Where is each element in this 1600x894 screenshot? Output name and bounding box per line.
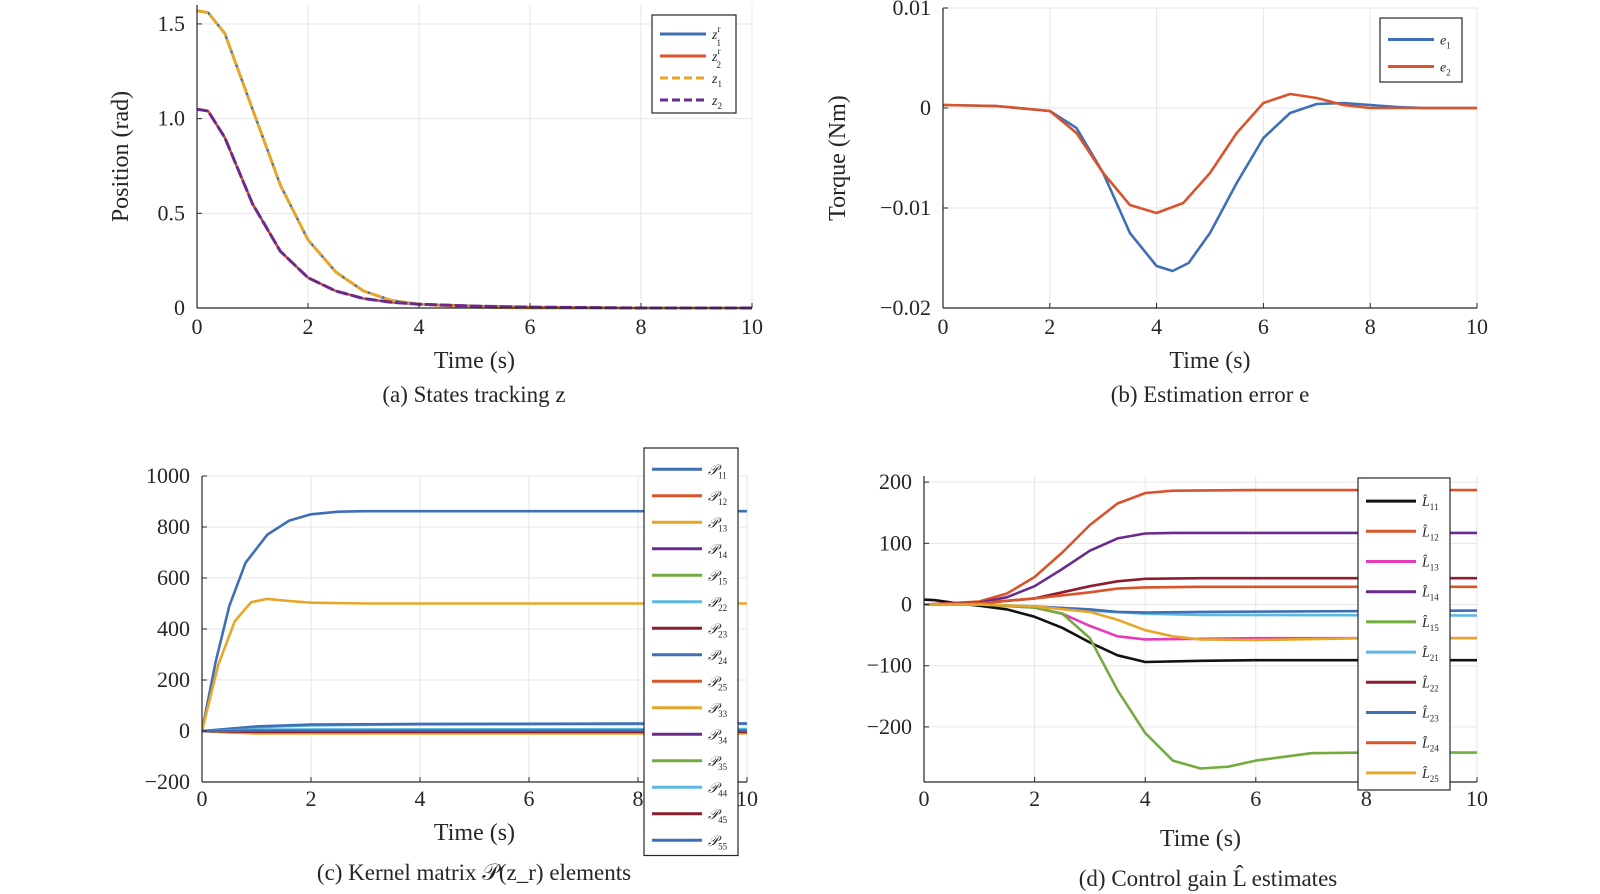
- x-tick-label: 10: [1466, 786, 1488, 811]
- y-tick-label: 0: [174, 295, 185, 320]
- legend-label: L̂22: [1421, 675, 1439, 693]
- x-tick-label: 10: [736, 786, 758, 811]
- y-axis-label: Torque (Nm): [825, 95, 851, 221]
- legend: 𝒫11𝒫12𝒫13𝒫14𝒫15𝒫22𝒫23𝒫24𝒫25𝒫33𝒫34𝒫35𝒫44𝒫…: [643, 447, 739, 857]
- y-tick-label: 1.5: [158, 11, 186, 36]
- legend-label: L̂12: [1421, 524, 1439, 542]
- y-tick-label: 0: [901, 592, 912, 617]
- x-tick-label: 0: [919, 786, 930, 811]
- legend-label: L̂15: [1421, 615, 1439, 633]
- y-tick-label: −200: [867, 714, 912, 739]
- legend-label: L̂25: [1421, 766, 1439, 784]
- y-tick-label: 0.01: [893, 0, 932, 20]
- chart-a: 0 2 4 6 8 10 0 0.5 1.0 1.5 Time (s) Position (rad) (…: [108, 5, 763, 407]
- x-tick-label: 2: [303, 314, 314, 339]
- series-group: [202, 509, 747, 735]
- y-tick-label: −0.02: [880, 295, 931, 320]
- y-axis-label: Position (rad): [108, 91, 134, 222]
- chart-caption: (a) States tracking z: [382, 382, 565, 407]
- series-line-c-3: [202, 597, 747, 733]
- series-group: [924, 488, 1477, 770]
- x-tick-label: 0: [192, 314, 203, 339]
- series-line-d-2: [924, 488, 1477, 606]
- series-line-d-4: [924, 531, 1477, 606]
- x-tick-label: 4: [1140, 786, 1151, 811]
- x-tick-label: 4: [1151, 314, 1162, 339]
- legend-label: L̂14: [1421, 584, 1439, 602]
- legend: L̂11 L̂12 L̂13 L̂14 L̂15 L̂21 L̂22 L̂23 L̂24 L̂25: [1357, 477, 1451, 791]
- series-line-d-9: [924, 585, 1477, 606]
- legend-label: zr 2: [711, 46, 721, 70]
- legend-label: e1: [1440, 34, 1451, 51]
- x-axis-label: Time (s): [1160, 826, 1241, 852]
- series-line-d-5: [924, 603, 1477, 770]
- legend-label: L̂11: [1421, 494, 1438, 512]
- legend-box: [1379, 17, 1463, 83]
- x-tick-label: 8: [633, 786, 644, 811]
- y-tick-label: 200: [879, 469, 912, 494]
- x-tick-label: 4: [415, 786, 426, 811]
- legend-label: L̂24: [1421, 735, 1439, 753]
- x-tick-label: 0: [938, 314, 949, 339]
- series-line-c-15: [202, 729, 747, 733]
- series-line-c-8: [202, 722, 747, 733]
- chart-caption: (d) Control gain L̂ estimates: [1079, 864, 1338, 891]
- legend: e1 e2: [1379, 17, 1463, 83]
- y-tick-label: −100: [867, 653, 912, 678]
- series-line-d-10: [924, 603, 1477, 642]
- legend-label: L̂21: [1421, 645, 1439, 663]
- y-tick-label: −0.01: [880, 195, 931, 220]
- legend: zr 1zr 2 z1 z2: [651, 14, 737, 114]
- x-tick-label: 6: [524, 786, 535, 811]
- x-tick-label: 0: [197, 786, 208, 811]
- x-axis-label: Time (s): [1169, 348, 1250, 374]
- x-tick-label: 2: [306, 786, 317, 811]
- x-tick-label: 6: [1250, 786, 1261, 811]
- series-line-a-4: [197, 107, 752, 310]
- series-line-b-2: [943, 92, 1477, 215]
- legend-label: L̂13: [1421, 554, 1439, 572]
- x-tick-label: 10: [741, 314, 763, 339]
- series-line-c-1: [202, 509, 747, 733]
- x-tick-label: 8: [636, 314, 647, 339]
- y-tick-label: 0: [920, 95, 931, 120]
- legend-label: z2: [711, 94, 722, 111]
- x-axis-label: Time (s): [434, 348, 515, 374]
- x-tick-label: 6: [525, 314, 536, 339]
- y-tick-label: 200: [157, 667, 190, 692]
- chart-d: 0 2 4 6 8 10 −200 −100 0 100 200 Time (s) (d) Contro…: [867, 469, 1488, 891]
- chart-caption: (c) Kernel matrix 𝒫(z_r) elements: [317, 860, 631, 885]
- x-tick-label: 10: [1466, 314, 1488, 339]
- y-tick-label: 100: [879, 530, 912, 555]
- legend-label: zr 1: [711, 24, 721, 48]
- legend-label: e2: [1440, 61, 1451, 78]
- legend-box: [651, 14, 737, 114]
- x-tick-label: 2: [1044, 314, 1055, 339]
- x-tick-label: 4: [414, 314, 425, 339]
- y-tick-label: 1000: [146, 463, 190, 488]
- y-tick-label: 0: [179, 718, 190, 743]
- y-tick-label: 800: [157, 514, 190, 539]
- chart-caption: (b) Estimation error e: [1111, 382, 1310, 407]
- chart-c: 0 2 4 6 8 10 −200 0 200 400 600 800 1000 Time (s) (c) …: [145, 447, 758, 885]
- x-tick-label: 2: [1029, 786, 1040, 811]
- x-axis-label: Time (s): [434, 820, 515, 846]
- series-line-b-1: [943, 101, 1477, 273]
- y-tick-label: 0.5: [158, 200, 186, 225]
- y-tick-label: −200: [145, 769, 190, 794]
- series-group: [943, 92, 1477, 273]
- y-tick-label: 600: [157, 565, 190, 590]
- legend-label: z1: [711, 72, 722, 89]
- x-tick-label: 8: [1365, 314, 1376, 339]
- chart-b: 0 2 4 6 8 10 −0.02 −0.01 0 0.01 Time (s) Torque (Nm…: [825, 0, 1488, 407]
- series-line-a-2: [197, 107, 752, 310]
- x-tick-label: 8: [1361, 786, 1372, 811]
- x-tick-label: 6: [1258, 314, 1269, 339]
- y-tick-label: 1.0: [158, 106, 186, 131]
- y-tick-label: 400: [157, 616, 190, 641]
- legend-label: L̂23: [1421, 705, 1439, 723]
